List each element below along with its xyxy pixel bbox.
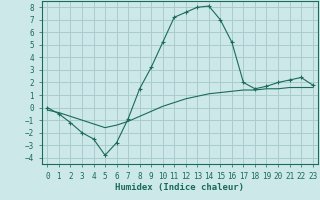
X-axis label: Humidex (Indice chaleur): Humidex (Indice chaleur) bbox=[116, 183, 244, 192]
